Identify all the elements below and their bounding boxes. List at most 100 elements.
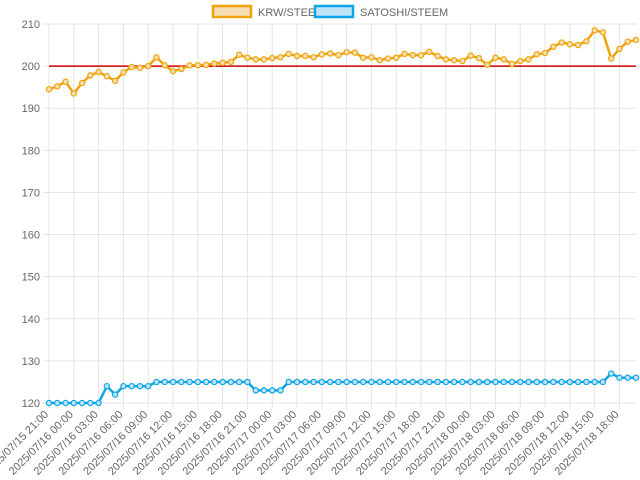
data-point	[211, 378, 218, 386]
data-point	[87, 72, 94, 79]
data-point	[302, 378, 309, 386]
data-point	[384, 378, 392, 386]
series-line	[49, 372, 636, 405]
data-point	[450, 378, 458, 386]
data-point	[111, 77, 119, 85]
data-point	[426, 378, 433, 386]
data-point	[70, 399, 78, 407]
data-point	[186, 378, 193, 386]
y-tick-label: 160	[22, 230, 40, 242]
series-layer	[45, 27, 640, 407]
legend-swatch	[211, 4, 253, 19]
data-point	[194, 378, 202, 386]
y-axis: 120 130 140 150 160 170 180 190 200 210	[22, 19, 40, 410]
data-point	[624, 38, 631, 45]
data-point	[178, 378, 185, 386]
data-point	[533, 51, 540, 58]
y-tick-label: 170	[22, 187, 40, 199]
data-point	[500, 56, 507, 63]
data-point	[269, 387, 276, 394]
y-tick-label: 180	[22, 145, 40, 157]
legend-swatch	[313, 4, 355, 19]
data-point	[591, 378, 598, 386]
data-point	[111, 391, 119, 398]
data-point	[178, 65, 185, 73]
data-point	[202, 378, 210, 386]
data-point	[269, 54, 276, 62]
data-point	[235, 378, 243, 386]
data-point	[326, 378, 334, 386]
data-point	[136, 382, 144, 390]
data-point	[285, 378, 292, 386]
data-point	[607, 370, 615, 377]
data-point	[227, 58, 235, 66]
data-point	[591, 27, 598, 34]
data-point	[293, 52, 301, 60]
data-point	[359, 378, 367, 386]
data-point	[252, 56, 259, 63]
data-point	[318, 378, 326, 386]
data-point	[566, 378, 574, 386]
series-line	[48, 29, 637, 95]
data-point	[277, 54, 284, 61]
data-point	[632, 36, 640, 44]
data-point	[136, 64, 144, 71]
data-point	[599, 378, 607, 386]
data-point	[128, 382, 135, 390]
data-point	[475, 378, 483, 386]
y-tick-label: 130	[22, 356, 40, 368]
legend-label: KRW/STEEM	[258, 7, 324, 19]
data-point	[417, 378, 425, 386]
data-point	[153, 54, 160, 61]
data-point	[599, 29, 607, 36]
data-point	[401, 378, 408, 386]
data-point	[260, 387, 268, 394]
data-point	[616, 374, 623, 381]
data-point	[45, 86, 53, 93]
data-point	[260, 56, 268, 63]
data-point	[574, 41, 582, 49]
data-point	[194, 62, 202, 69]
y-tick-label: 150	[22, 272, 40, 284]
data-point	[566, 41, 574, 48]
data-point	[632, 374, 640, 381]
data-point	[87, 399, 94, 407]
data-point	[351, 378, 359, 386]
data-point	[128, 63, 135, 71]
data-point	[434, 52, 441, 60]
data-point	[417, 51, 425, 59]
data-point	[78, 399, 86, 407]
data-point	[376, 378, 383, 386]
data-point	[54, 399, 61, 407]
data-point	[62, 399, 69, 407]
data-point	[62, 78, 69, 85]
data-point	[318, 51, 326, 58]
data-point	[120, 69, 127, 76]
data-point	[583, 378, 590, 386]
data-point	[393, 378, 400, 386]
data-point	[277, 387, 284, 394]
data-point	[450, 57, 458, 64]
legend-label: SATOSHI/STEEM	[360, 7, 448, 19]
data-point	[310, 378, 317, 386]
data-point	[161, 378, 168, 386]
data-point	[70, 90, 78, 97]
data-point	[508, 60, 516, 68]
data-point	[235, 51, 243, 58]
data-point	[219, 59, 226, 66]
data-point	[533, 378, 540, 386]
data-point	[145, 382, 152, 390]
data-point	[103, 382, 111, 390]
y-tick-label: 210	[22, 19, 40, 31]
data-point	[467, 378, 474, 386]
series-satoshi-steem	[45, 370, 640, 407]
data-point	[492, 54, 499, 61]
data-point	[541, 378, 549, 386]
data-point	[442, 56, 450, 63]
data-point	[558, 378, 565, 386]
data-point	[161, 62, 168, 69]
data-point	[252, 387, 259, 394]
data-point	[145, 62, 152, 70]
data-point	[624, 374, 631, 381]
